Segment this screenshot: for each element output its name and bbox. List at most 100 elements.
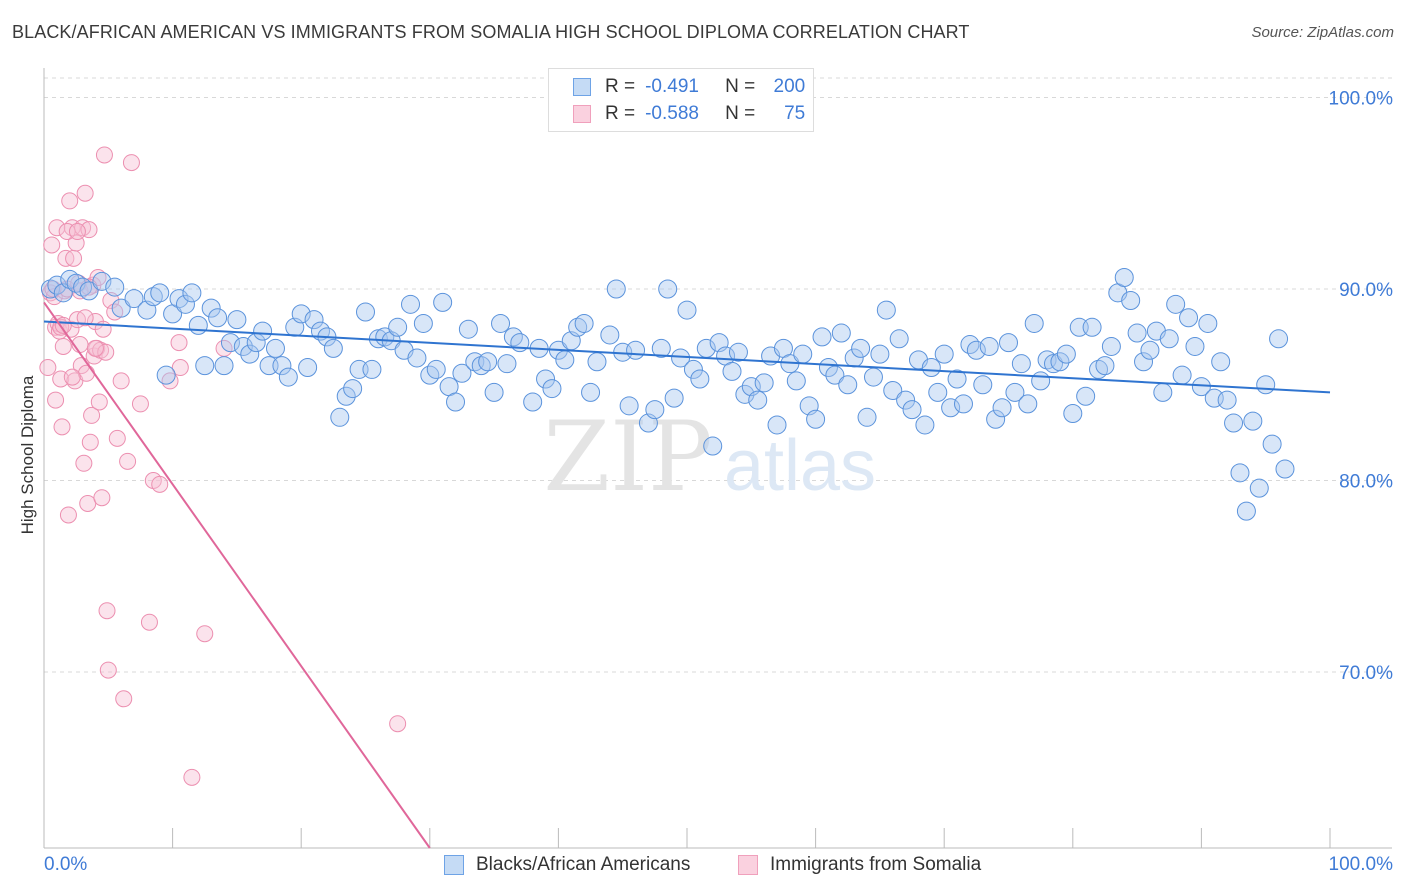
data-point-black [523, 392, 543, 412]
data-point-somalia [131, 395, 149, 413]
data-point-black [812, 327, 832, 347]
data-point-black [1063, 403, 1083, 423]
data-point-somalia [86, 339, 104, 357]
n-label: N = [725, 103, 756, 124]
data-point-black [79, 281, 99, 301]
legend-label-black: Blacks/African Americans [476, 854, 691, 875]
data-point-somalia [65, 249, 83, 267]
data-point-black [645, 400, 665, 420]
data-point-black [703, 436, 723, 456]
data-point-somalia [115, 690, 133, 708]
data-point-somalia [161, 372, 179, 390]
chart-title: BLACK/AFRICAN AMERICAN VS IMMIGRANTS FRO… [12, 22, 970, 42]
stats-swatch-black [573, 78, 591, 96]
data-point-black [889, 329, 909, 349]
data-point-black [626, 340, 646, 360]
axes [43, 68, 1392, 849]
data-point-black [587, 352, 607, 372]
data-point-black [1050, 352, 1070, 372]
data-point-black [1114, 268, 1134, 288]
data-point-somalia [53, 418, 71, 436]
n-label: N = [725, 76, 756, 97]
data-point-black [1095, 356, 1115, 376]
data-point-black [484, 382, 504, 402]
data-point-black [870, 344, 890, 364]
data-point-somalia [140, 613, 158, 631]
data-point-somalia [108, 429, 126, 447]
data-point-somalia [119, 452, 137, 470]
y-tick-label: 80.0% [1339, 472, 1393, 493]
watermark-atlas: atlas [724, 426, 876, 506]
data-point-black [278, 367, 298, 387]
data-point-black [1011, 354, 1031, 374]
data-point-black [227, 310, 247, 330]
legend-swatch-black [444, 855, 464, 875]
data-point-black [953, 394, 973, 414]
data-point-black [754, 373, 774, 393]
data-point-black [883, 380, 903, 400]
data-point-somalia [89, 269, 107, 287]
data-point-black [581, 382, 601, 402]
n-value-black: 200 [773, 76, 806, 97]
data-point-black [1127, 323, 1147, 343]
data-point-black [214, 356, 234, 376]
data-point-black [806, 409, 826, 429]
data-point-somalia [93, 489, 111, 507]
data-point-black [838, 375, 858, 395]
y-tick-label: 90.0% [1339, 280, 1393, 301]
data-point-black [902, 400, 922, 420]
data-point-black [323, 338, 343, 358]
data-point-black [497, 354, 517, 374]
data-point-somalia [170, 334, 188, 352]
data-point-black [793, 344, 813, 364]
data-point-black [92, 271, 112, 291]
watermark: ZIP atlas [543, 401, 876, 513]
data-point-black [536, 369, 556, 389]
data-point-black [240, 344, 260, 364]
tick-labels: 100.0% 90.0% 80.0% 70.0% 0.0% 100.0% [44, 89, 1393, 876]
data-point-black [1249, 478, 1269, 498]
data-point-somalia [48, 219, 66, 237]
data-point-somalia [68, 223, 86, 241]
data-point-somalia [43, 236, 61, 254]
data-point-black [265, 338, 285, 358]
data-point-black [876, 300, 896, 320]
data-point-black [1236, 501, 1256, 521]
data-point-black [831, 323, 851, 343]
data-point-somalia [59, 506, 77, 524]
data-point-black [1256, 375, 1276, 395]
data-point-black [825, 365, 845, 385]
data-point-black [818, 358, 838, 378]
data-point-black [478, 352, 498, 372]
data-point-black [677, 300, 697, 320]
data-point-black [1198, 313, 1218, 333]
data-point-somalia [44, 280, 62, 298]
trend-line-black [43, 320, 1331, 394]
data-point-black [1243, 411, 1263, 431]
data-point-black [491, 313, 511, 333]
data-point-black [973, 375, 993, 395]
data-point-black [1217, 390, 1237, 410]
data-point-black [1005, 382, 1025, 402]
stats-box: R = -0.491 N = 200 R = -0.588 N = 75 [548, 68, 814, 132]
r-label: R = [605, 103, 636, 124]
data-point-somalia [76, 309, 94, 327]
data-point-somalia [63, 368, 81, 386]
data-point-black [979, 336, 999, 356]
data-point-somalia [196, 625, 214, 643]
data-point-black [941, 398, 961, 418]
r-label: R = [605, 76, 636, 97]
data-point-black [1185, 336, 1205, 356]
data-point-black [574, 313, 594, 333]
data-point-black [658, 279, 678, 299]
data-point-black [426, 359, 446, 379]
data-point-black [124, 289, 144, 309]
data-point-black [458, 319, 478, 339]
data-point-black [896, 390, 916, 410]
data-point-black [1121, 290, 1141, 310]
data-point-black [1269, 329, 1289, 349]
data-point-somalia [54, 316, 72, 334]
x-tick-label-left: 0.0% [44, 854, 87, 875]
data-point-black [992, 398, 1012, 418]
